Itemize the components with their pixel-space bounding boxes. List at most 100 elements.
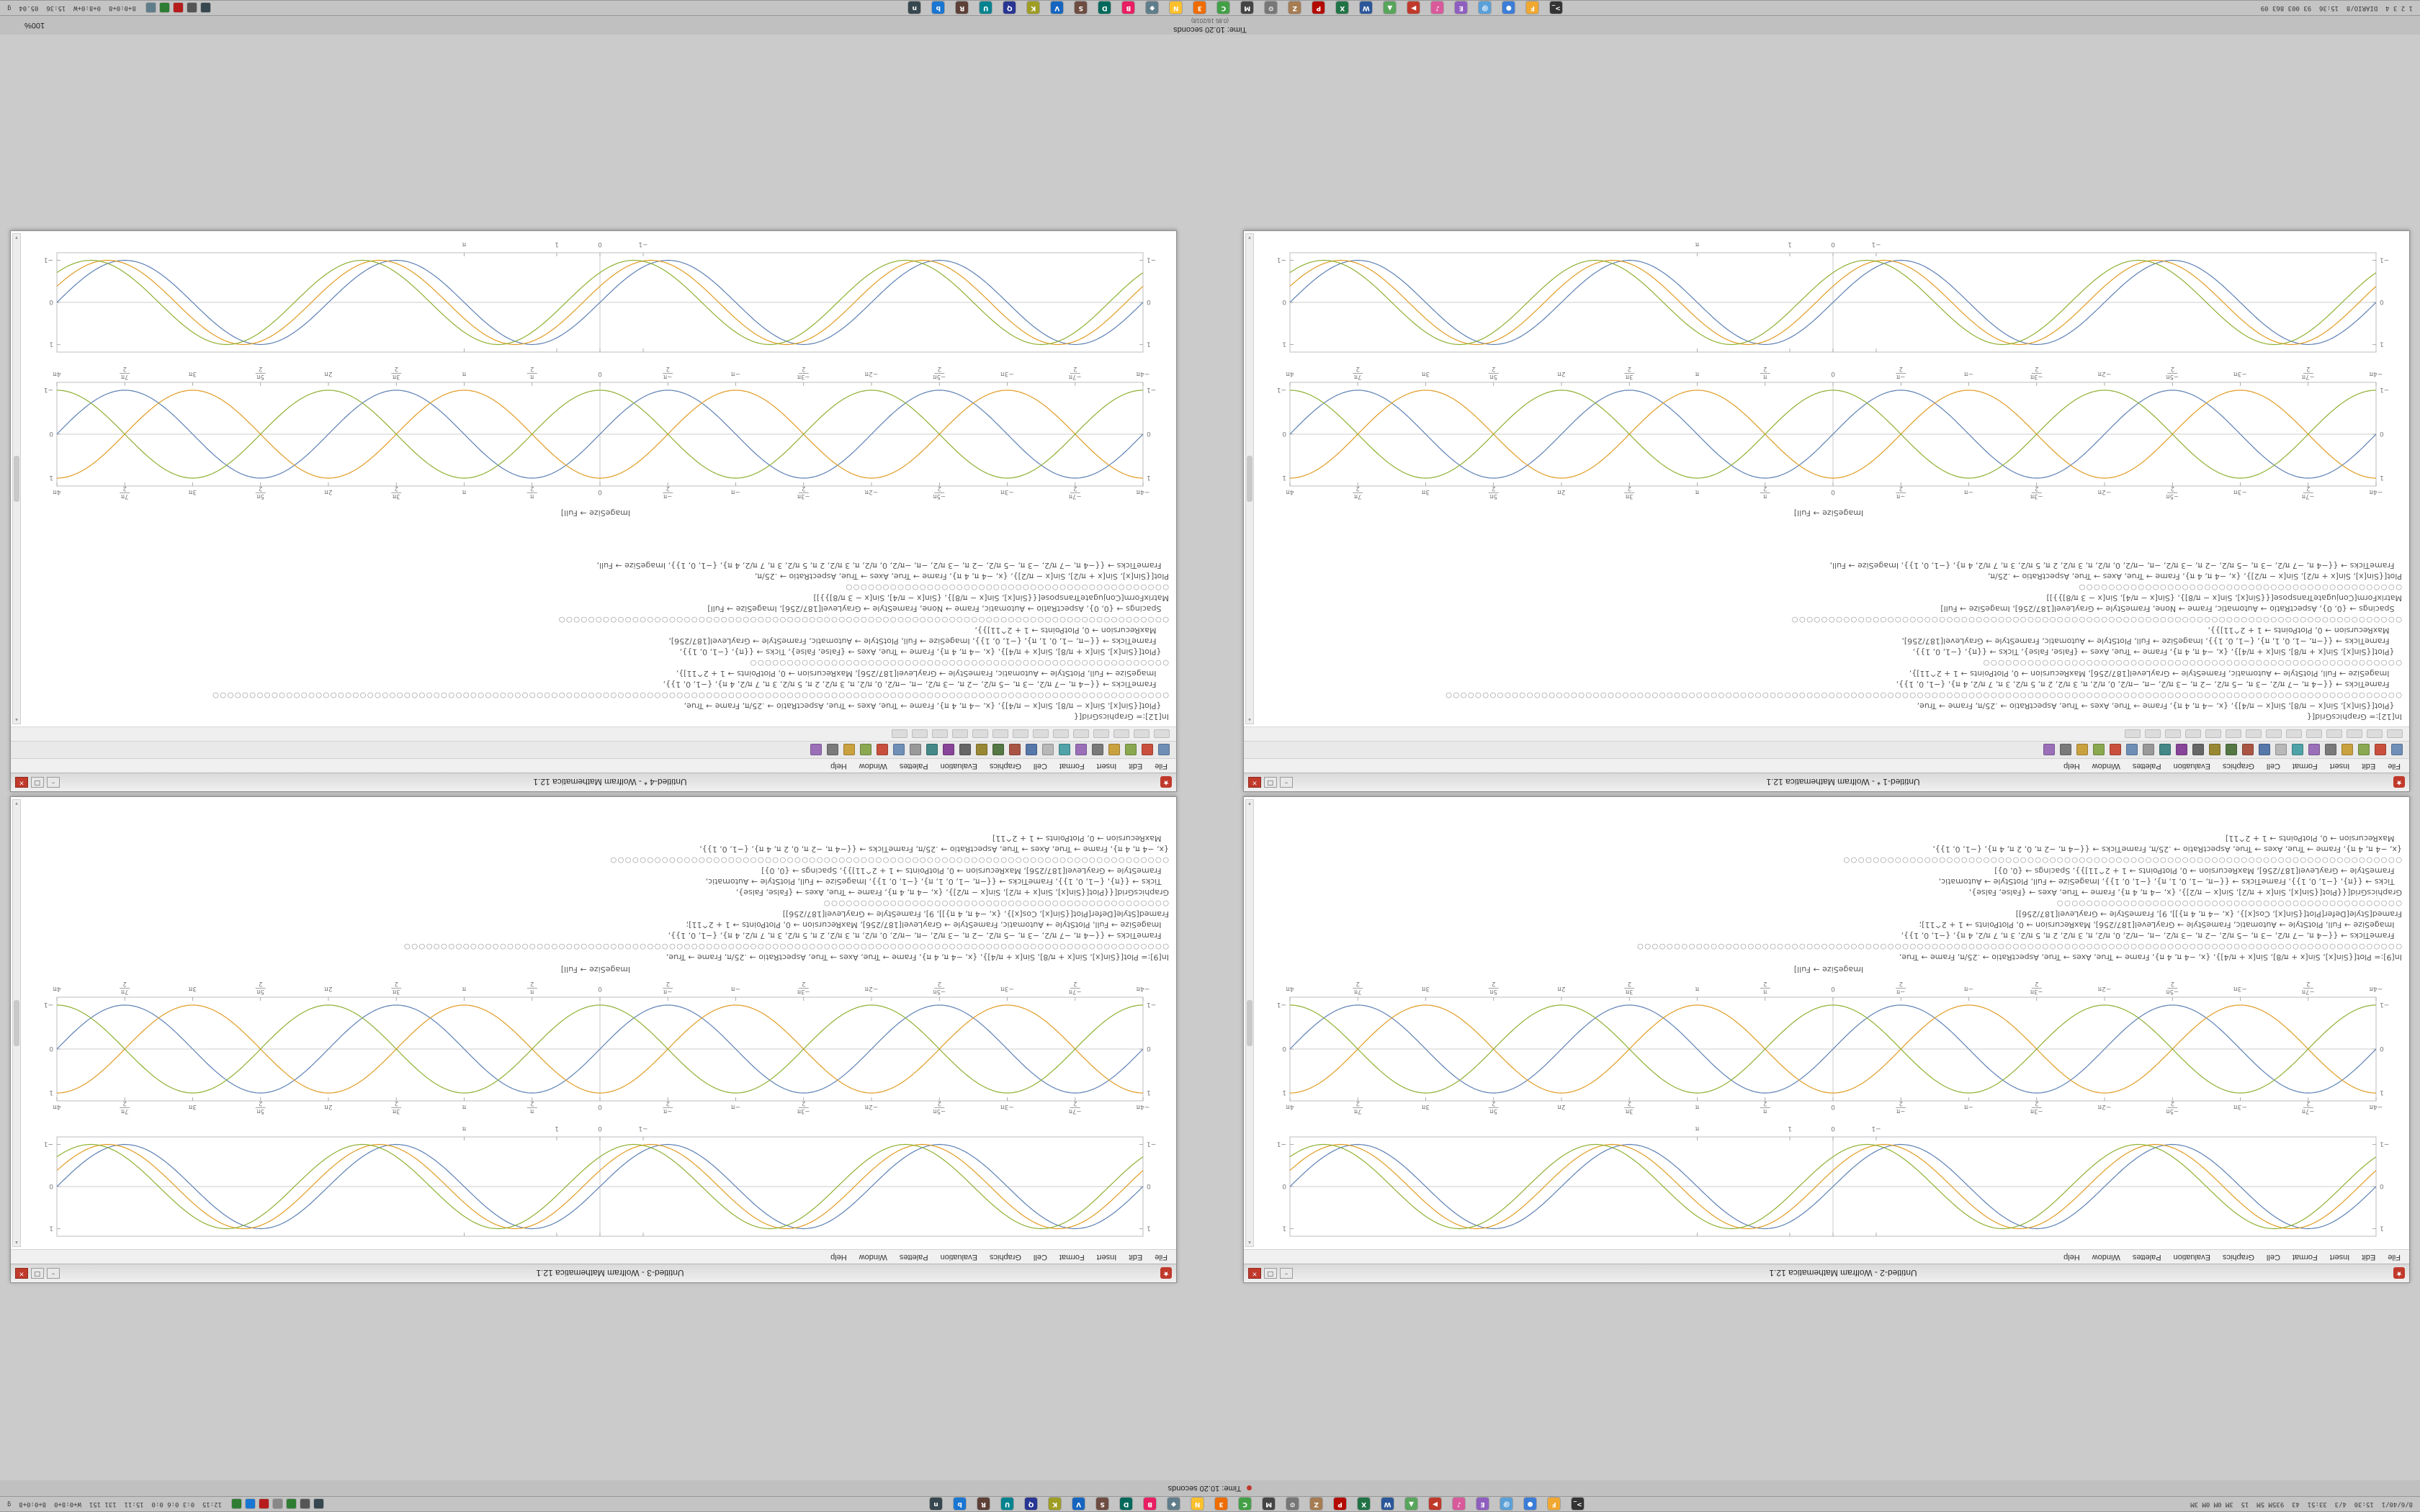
window-titlebar[interactable]: ★ Untitled-3 - Wolfram Mathematica 12.1 – □… (11, 1264, 1176, 1282)
menu-insert[interactable]: Insert (1096, 762, 1117, 770)
format-frame-icon[interactable] (1013, 729, 1028, 739)
menu-edit[interactable]: Edit (2362, 762, 2376, 770)
code-line[interactable]: MatrixForm[ConjugateTranspose[{{Sin[x], … (813, 593, 1170, 603)
menu-file[interactable]: File (1155, 1253, 1168, 1261)
menu-edit[interactable]: Edit (1129, 1253, 1143, 1261)
maximize-button[interactable]: □ (31, 1268, 44, 1279)
app-icon-vpn[interactable]: V (1072, 1498, 1085, 1511)
menu-insert[interactable]: Insert (1096, 1253, 1117, 1261)
tray-bluetooth-icon[interactable] (246, 1499, 256, 1509)
app-icon-dev[interactable]: D (1098, 1, 1111, 14)
menu-evaluation[interactable]: Evaluation (940, 762, 977, 770)
toolbar-undo-icon[interactable] (1042, 744, 1054, 756)
code-line[interactable]: ○○○○○○○○○○○○○○○○○○○○○○○○○○○○○○○○○○○○○○○○… (609, 856, 1169, 864)
tray-network-icon[interactable] (314, 1499, 324, 1509)
code-line[interactable]: ○○○○○○○○○○○○○○○○○○○○○○○○○○○○○○○○○○○○○○○○… (2056, 899, 2402, 907)
toolbar-zoom-out-icon[interactable] (843, 744, 855, 756)
menu-palettes[interactable]: Palettes (2132, 762, 2161, 770)
menu-graphics[interactable]: Graphics (2222, 1253, 2254, 1261)
code-line[interactable]: Ticks → {{π}, {−1, 0, 1}}, FrameTicks → … (1938, 877, 2402, 886)
sine-plot-output[interactable]: −1 0 1 π −1 −1 0 0 1 1 (1255, 1122, 2402, 1243)
app-icon-search[interactable]: Q (1025, 1498, 1038, 1511)
sine-plot-output[interactable]: −4π −4π −7π 2 −7π 2 −3π −3π −5π 2 −5π 2 −2π −2π −3π 2 −3… (22, 362, 1169, 505)
code-line[interactable]: {x, −4 π, 4 π}, Frame → True, Axes → Tru… (699, 845, 1169, 854)
close-button[interactable]: × (1248, 777, 1261, 788)
code-line[interactable]: {Plot[{Sin[x], Sin[x − π/8], Sin[x − π/4… (1917, 701, 2402, 711)
toolbar-bold-icon[interactable] (2176, 744, 2187, 756)
app-icon-bluetooth[interactable]: b (932, 1, 945, 14)
app-icon-camera[interactable]: ◆ (1146, 1, 1159, 14)
app-icon-vpn[interactable]: V (1051, 1, 1064, 14)
scrollbar[interactable]: ▴ ▾ (12, 799, 21, 1247)
code-line[interactable]: FrameTicks → {{−4 π, −7 π/2, −3 π, −5 π/… (663, 680, 1169, 689)
app-icon-browser[interactable]: ● (1502, 1, 1515, 14)
code-line[interactable]: MaxRecursion → 0, PlotPoints → 1 + 2^11]… (974, 626, 1169, 635)
maximize-button[interactable]: □ (31, 777, 44, 788)
menu-format[interactable]: Format (2292, 1253, 2318, 1261)
sine-plot-output[interactable]: −1 0 1 π −1 −1 0 0 1 1 (22, 1122, 1169, 1243)
app-icon-update[interactable]: U (980, 1, 992, 14)
menu-evaluation[interactable]: Evaluation (940, 1253, 977, 1261)
code-line[interactable]: Framed[Style[Defer[Plot[{Sin[x], Cos[x]}… (782, 909, 1169, 919)
code-line[interactable]: ImageSize → Full, PlotStyle → Automatic,… (1909, 669, 2402, 678)
code-line[interactable]: Framed[Style[Defer[Plot[{Sin[x], Cos[x]}… (2015, 909, 2402, 919)
toolbar-cut-icon[interactable] (2325, 744, 2336, 756)
format-spelling-icon[interactable] (2205, 729, 2221, 739)
toolbar-superscript-icon[interactable] (2126, 744, 2138, 756)
format-font-icon[interactable] (1134, 729, 1150, 739)
sine-plot-output[interactable]: −1 0 1 π −1 −1 0 0 1 1 (22, 238, 1169, 359)
app-icon-paint[interactable]: B (1144, 1498, 1157, 1511)
format-drawing-icon[interactable] (2165, 729, 2181, 739)
toolbar-help-icon[interactable] (810, 744, 822, 756)
app-icon-terminal[interactable]: >_ (1550, 1, 1563, 14)
toolbar-abort-icon[interactable] (2226, 744, 2237, 756)
toolbar-open-icon[interactable] (1142, 744, 1153, 756)
code-cell[interactable]: In[9]:= Plot[{Sin[x], Sin[x + π/8], Sin[… (1255, 833, 2402, 963)
window-titlebar[interactable]: ★ Untitled-1 * - Wolfram Mathematica 12.1… (1244, 773, 2409, 791)
app-icon-terminal[interactable]: >_ (1572, 1498, 1585, 1511)
code-line[interactable]: In[12]:= GraphicsGrid[{ (2306, 712, 2402, 721)
code-line[interactable]: {Plot[{Sin[x], Sin[x + π/8], Sin[x + π/4… (1912, 647, 2402, 657)
scrollbar-thumb[interactable] (1247, 456, 1252, 502)
format-align-right-icon[interactable] (1033, 729, 1049, 739)
tray-clock-applet-icon[interactable] (145, 3, 156, 13)
toolbar-redo-icon[interactable] (1026, 744, 1037, 756)
tray-clipboard-icon[interactable] (273, 1499, 283, 1509)
toolbar-print-icon[interactable] (2341, 744, 2353, 756)
close-button[interactable]: × (15, 1268, 28, 1279)
app-icon-printer[interactable]: R (977, 1498, 990, 1511)
format-align-center-icon[interactable] (1053, 729, 1069, 739)
code-line[interactable]: {Plot[{Sin[x], Sin[x + π/8], Sin[x + π/4… (679, 647, 1169, 657)
app-icon-writer[interactable]: W (1381, 1498, 1394, 1511)
toolbar-subscript-icon[interactable] (910, 744, 921, 756)
toolbar-help-icon[interactable] (2043, 744, 2055, 756)
format-face-icon[interactable] (2326, 729, 2342, 739)
code-line[interactable]: MaxRecursion → 0, PlotPoints → 1 + 2^11] (992, 834, 1169, 843)
code-line[interactable]: Spacings → {0, 0}, AspectRatio → Automat… (707, 604, 1169, 613)
scroll-down-icon[interactable]: ▾ (15, 235, 18, 240)
app-icon-mail[interactable]: @ (1479, 1, 1492, 14)
app-icon-pdf[interactable]: P (1334, 1498, 1347, 1511)
format-magnify-icon[interactable] (952, 729, 968, 739)
scrollbar[interactable]: ▴ ▾ (1245, 233, 1254, 724)
menu-insert[interactable]: Insert (2329, 1253, 2350, 1261)
code-line[interactable]: FrameTicks → {{−4 π, −7 π/2, −3 π, −5 π/… (1829, 561, 2402, 570)
scroll-down-icon[interactable]: ▾ (1248, 235, 1251, 240)
toolbar-input-style-icon[interactable] (2209, 744, 2220, 756)
scroll-up-icon[interactable]: ▴ (15, 1240, 18, 1245)
close-button[interactable]: × (15, 777, 28, 788)
menu-graphics[interactable]: Graphics (989, 1253, 1021, 1261)
toolbar-abort-icon[interactable] (992, 744, 1004, 756)
app-icon-image-viewer[interactable]: ▲ (1405, 1498, 1418, 1511)
app-icon-editor[interactable]: E (1476, 1498, 1489, 1511)
scroll-down-icon[interactable]: ▾ (15, 801, 18, 806)
toolbar-paste-icon[interactable] (1059, 744, 1070, 756)
app-icon-update[interactable]: U (1001, 1498, 1014, 1511)
code-line[interactable]: FrameStyle → GrayLevel[187/256], MaxRecu… (1994, 866, 2402, 876)
menu-edit[interactable]: Edit (1129, 762, 1143, 770)
code-line[interactable]: ○○○○○○○○○○○○○○○○○○○○○○○○○○○○○○○○○○○○○○○○… (403, 942, 1169, 950)
app-icon-search[interactable]: Q (1003, 1, 1016, 14)
toolbar-superscript-icon[interactable] (893, 744, 905, 756)
sine-plot-output[interactable]: −4π −4π −7π 2 −7π 2 −3π −3π −5π 2 −5π 2 −2π −2π −3π 2 −3… (22, 977, 1169, 1120)
tray-updates-icon[interactable] (259, 1499, 269, 1509)
